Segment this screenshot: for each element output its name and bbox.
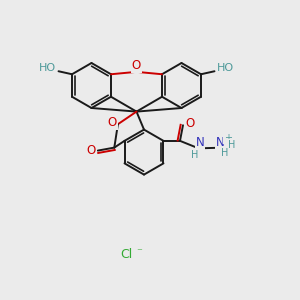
Text: O: O (108, 116, 117, 129)
Text: O: O (132, 59, 141, 72)
Text: HO: HO (39, 63, 56, 73)
Text: ⁻: ⁻ (136, 248, 142, 258)
Text: Cl: Cl (120, 248, 132, 262)
Text: HO: HO (217, 63, 234, 73)
Text: H: H (221, 148, 229, 158)
Text: O: O (87, 143, 96, 157)
Text: O: O (185, 117, 194, 130)
Text: N: N (216, 136, 225, 149)
Text: +: + (224, 133, 232, 143)
Text: H: H (229, 140, 236, 150)
Text: H: H (191, 150, 199, 160)
Text: N: N (196, 136, 205, 149)
